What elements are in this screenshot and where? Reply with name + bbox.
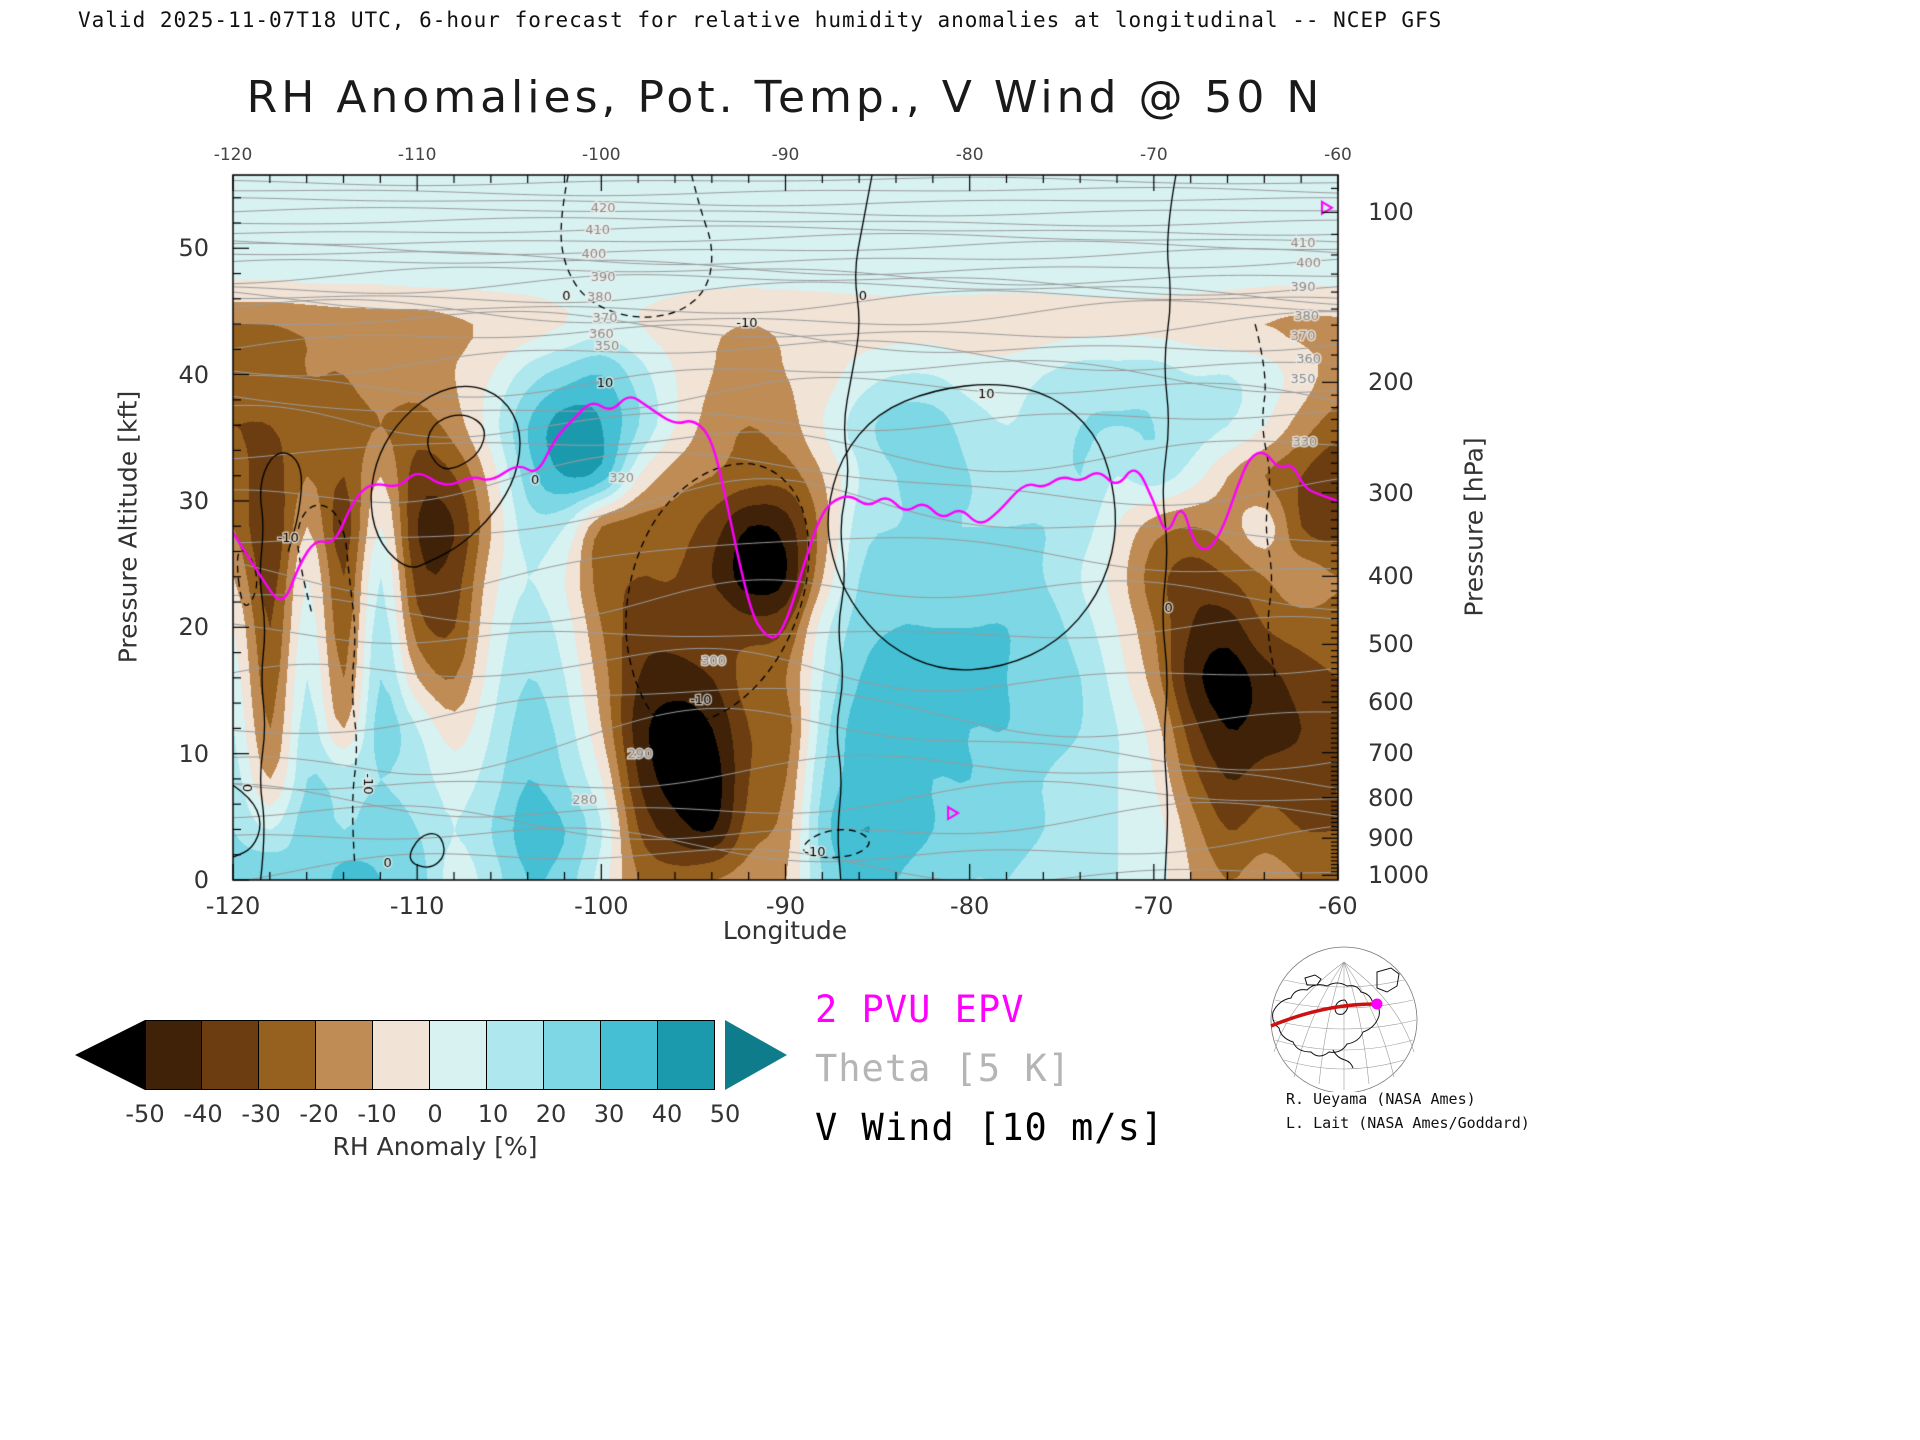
location-map-inset xyxy=(1270,946,1418,1092)
colorbar-tick-label: 0 xyxy=(427,1100,443,1128)
colorbar-tick-label: 20 xyxy=(535,1100,567,1128)
colorbar-tick-label: -20 xyxy=(299,1100,339,1128)
legend: 2 PVU EPV Theta [5 K] V Wind [10 m/s] xyxy=(815,988,1164,1165)
colorbar-tick-label: -10 xyxy=(357,1100,397,1128)
colorbar-over-arrow xyxy=(725,1020,787,1090)
colorbar-tick-label: -40 xyxy=(183,1100,223,1128)
y-right-axis-title: Pressure [hPa] xyxy=(1459,437,1489,617)
colorbar-tick-label: -50 xyxy=(125,1100,165,1128)
y-left-axis-title: Pressure Altitude [kft] xyxy=(113,390,143,664)
colorbar-under-arrow xyxy=(75,1020,145,1090)
colorbar-box xyxy=(601,1021,658,1089)
graticule xyxy=(1271,961,1417,1090)
plot-title: RH Anomalies, Pot. Temp., V Wind @ 50 N xyxy=(246,72,1324,123)
colorbar: -50 -40 -30 -20 -10 0 10 20 30 40 50 RH Anomaly [%… xyxy=(75,1020,805,1170)
x-axis-title: Longitude xyxy=(722,916,848,945)
location-marker xyxy=(1371,998,1383,1010)
legend-v-wind: V Wind [10 m/s] xyxy=(815,1106,1165,1149)
colorbar-box xyxy=(658,1021,715,1089)
colorbar-tick-label: 30 xyxy=(593,1100,625,1128)
colorbar-tick-label: 40 xyxy=(651,1100,683,1128)
legend-pvu-epv: 2 PVU EPV xyxy=(815,988,1025,1031)
colorbar-tick-label: 50 xyxy=(709,1100,741,1128)
colorbar-box xyxy=(316,1021,373,1089)
colorbar-box xyxy=(430,1021,487,1089)
landmass-outline xyxy=(1272,967,1400,1069)
legend-theta: Theta [5 K] xyxy=(815,1047,1072,1090)
globe-outline xyxy=(1270,946,1418,1092)
credit-line-2: L. Lait (NASA Ames/Goddard) xyxy=(1286,1114,1530,1132)
credit-line-1: R. Ueyama (NASA Ames) xyxy=(1286,1090,1476,1108)
colorbar-box xyxy=(202,1021,259,1089)
validity-header: Valid 2025-11-07T18 UTC, 6-hour forecast… xyxy=(78,8,1443,32)
colorbar-box xyxy=(487,1021,544,1089)
colorbar-box xyxy=(544,1021,601,1089)
latitude-50n-line xyxy=(1270,1002,1376,1028)
colorbar-box xyxy=(373,1021,430,1089)
colorbar-boxes xyxy=(145,1020,715,1090)
colorbar-tick-label: -30 xyxy=(241,1100,281,1128)
colorbar-box xyxy=(145,1021,202,1089)
colorbar-box xyxy=(259,1021,316,1089)
colorbar-tick-label: 10 xyxy=(477,1100,509,1128)
colorbar-label: RH Anomaly [%] xyxy=(332,1132,538,1161)
